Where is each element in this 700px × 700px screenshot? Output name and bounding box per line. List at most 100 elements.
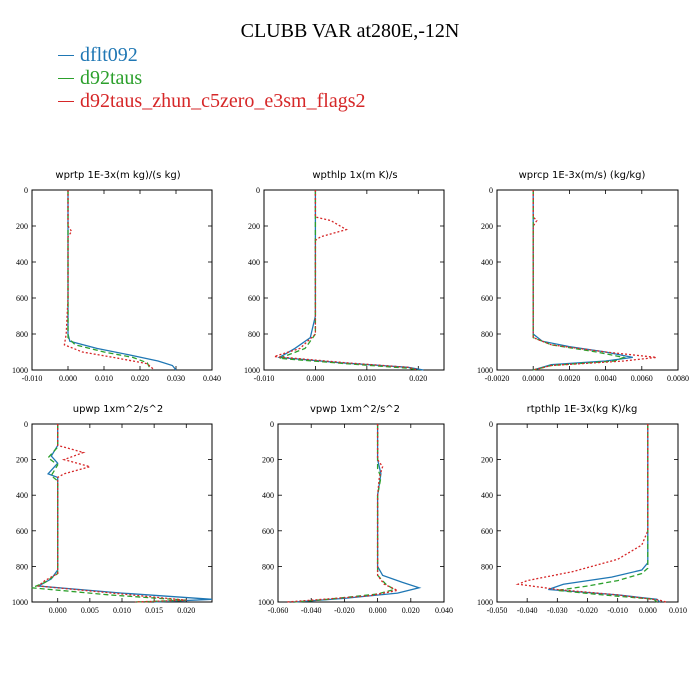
y-tick-label: 0 <box>489 186 493 195</box>
x-tick-label: -0.0020 <box>485 374 510 383</box>
series-line-dflt092 <box>67 190 177 371</box>
series-line-dflt092 <box>36 424 213 603</box>
x-tick-label: 0.030 <box>167 374 185 383</box>
legend-label: dflt092 <box>80 44 138 66</box>
figure-title: CLUBB VAR at280E,-12N <box>240 20 460 42</box>
subplot-6: rtpthlp 1E-3x(kg K)/kg02004006008001000-… <box>477 404 687 615</box>
x-tick-label: 0.000 <box>306 374 324 383</box>
series-line-dflt092 <box>294 424 422 603</box>
plot-frame <box>496 423 679 603</box>
legend-swatch-icon <box>58 78 74 79</box>
subplot-2: wpthlp 1x(m K)/s 0 200 400 600 800 1000-0.010 0… <box>244 170 445 383</box>
series-line-d92taus <box>557 424 658 603</box>
x-tick-label: 0.000 <box>369 606 387 615</box>
y-tick-label: 0 <box>489 420 493 429</box>
x-tick-label: 0.020 <box>131 374 149 383</box>
subplot-title: vpwp 1xm^2/s^2 <box>310 404 400 415</box>
legend: dflt092 d92taus d92taus_zhun_c5zero_e3sm… <box>58 44 365 113</box>
x-tick-label: 0.015 <box>145 606 163 615</box>
x-tick-label: 0.000 <box>59 374 77 383</box>
x-tick-label: -0.040 <box>517 606 538 615</box>
subplot-4: upwp 1xm^2/s^2 0 200 400 600 800 1000 0.000 0.00… <box>12 404 213 615</box>
y-tick-label: 800 <box>481 330 493 339</box>
series-line-d92taus-zhun-c5zero-e3sm-flags2 <box>515 424 667 603</box>
legend-item-d92taus: d92taus <box>58 67 365 90</box>
series-line-d92taus <box>294 424 396 603</box>
plot-frame <box>31 189 213 371</box>
plot-frame <box>496 189 679 371</box>
y-tick-label: 0 <box>270 420 274 429</box>
x-tick-label: 0.010 <box>669 606 687 615</box>
x-tick-label: 0.0000 <box>522 374 544 383</box>
y-tick-label: 0 <box>24 420 28 429</box>
x-tick-label: 0.020 <box>409 374 427 383</box>
series-line-d92taus-zhun-c5zero-e3sm-flags2 <box>286 424 400 603</box>
y-tick-label: 200 <box>481 456 493 465</box>
legend-item-d92taus-zhun: d92taus_zhun_c5zero_e3sm_flags2 <box>58 90 365 113</box>
y-tick-label: 600 <box>16 294 28 303</box>
subplot-3: wprcp 1E-3x(m/s) (kg/kg) 0 200 400 600 800 100… <box>477 170 689 383</box>
series-line-d92taus-zhun-c5zero-e3sm-flags2 <box>274 190 419 371</box>
subplot-5: vpwp 1xm^2/s^2 0 200 400 600 800 1000-0.060 -0.… <box>258 404 453 615</box>
legend-label: d92taus <box>80 67 143 89</box>
x-tick-label: -0.040 <box>301 606 322 615</box>
x-tick-label: -0.050 <box>487 606 508 615</box>
x-tick-label: 0.000 <box>639 606 657 615</box>
y-tick-label: 200 <box>16 456 28 465</box>
y-tick-label: 600 <box>481 294 493 303</box>
y-tick-label: 1000 <box>12 598 28 607</box>
x-tick-label: 0.010 <box>358 374 376 383</box>
y-tick-label: 0 <box>256 186 260 195</box>
y-tick-label: 200 <box>481 222 493 231</box>
y-tick-label: 400 <box>481 491 493 500</box>
series-line-d92taus <box>279 190 419 371</box>
series-line-d92taus-zhun-c5zero-e3sm-flags2 <box>532 190 657 371</box>
plot-frame <box>31 423 213 603</box>
subplot-1: wprtp 1E-3x(m kg)/(s kg) 0 200 400 600 800 100… <box>12 170 221 383</box>
subplot-title: wprcp 1E-3x(m/s) (kg/kg) <box>519 170 646 181</box>
y-tick-label: 600 <box>262 527 274 536</box>
y-tick-label: 400 <box>262 491 274 500</box>
series-line-d92taus-zhun-c5zero-e3sm-flags2 <box>63 190 155 371</box>
y-tick-label: 200 <box>262 456 274 465</box>
x-tick-label: 0.005 <box>81 606 99 615</box>
y-tick-label: 1000 <box>258 598 274 607</box>
x-tick-label: -0.010 <box>22 374 43 383</box>
y-tick-label: 0 <box>24 186 28 195</box>
subplot-title: wprtp 1E-3x(m kg)/(s kg) <box>55 170 180 181</box>
y-tick-label: 200 <box>16 222 28 231</box>
x-tick-label: 0.000 <box>49 606 67 615</box>
x-tick-label: 0.020 <box>177 606 195 615</box>
legend-item-dflt092: dflt092 <box>58 44 365 67</box>
y-tick-label: 1000 <box>477 366 493 375</box>
y-tick-label: 1000 <box>12 366 28 375</box>
x-tick-label: 0.0060 <box>631 374 653 383</box>
y-tick-label: 400 <box>16 258 28 267</box>
x-tick-label: 0.010 <box>95 374 113 383</box>
series-line-d92taus <box>532 190 626 371</box>
series-line-d92taus <box>67 190 152 371</box>
subplot-title: upwp 1xm^2/s^2 <box>73 404 163 415</box>
y-tick-label: 800 <box>16 330 28 339</box>
y-tick-label: 1000 <box>244 366 260 375</box>
legend-swatch-icon <box>58 55 74 56</box>
plot-frame <box>263 189 445 371</box>
x-tick-label: -0.010 <box>607 606 628 615</box>
y-tick-label: 800 <box>16 562 28 571</box>
y-tick-label: 800 <box>481 562 493 571</box>
y-tick-label: 400 <box>16 491 28 500</box>
x-tick-label: -0.020 <box>334 606 355 615</box>
x-tick-label: -0.060 <box>268 606 289 615</box>
plot-frame <box>277 423 445 603</box>
subplot-title: wpthlp 1x(m K)/s <box>312 170 397 181</box>
x-tick-label: 0.040 <box>203 374 221 383</box>
x-tick-label: 0.040 <box>435 606 453 615</box>
x-tick-label: 0.0020 <box>558 374 580 383</box>
x-tick-label: -0.020 <box>577 606 598 615</box>
subplot-title: rtpthlp 1E-3x(kg K)/kg <box>527 404 638 415</box>
x-tick-label: -0.010 <box>254 374 275 383</box>
x-tick-label: 0.0040 <box>595 374 617 383</box>
y-tick-label: 200 <box>248 222 260 231</box>
